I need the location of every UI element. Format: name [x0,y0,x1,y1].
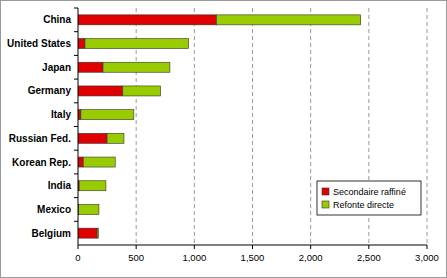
bar [78,157,83,167]
bar [78,86,123,96]
legend-label: Refonte directe [333,200,394,210]
legend-box [317,181,421,215]
category-tick [74,79,78,80]
tick-label: 1,000 [182,252,206,263]
category-label: Italy [51,109,71,120]
tick-mark [78,245,79,249]
bar [79,204,99,214]
legend-label: Secondaire raffiné [333,187,406,197]
category-tick [74,31,78,32]
category-label: India [48,180,72,191]
category-label: Mexico [37,204,71,215]
bar [81,110,134,120]
bar [78,15,216,25]
category-tick [74,197,78,198]
category-label: Germany [28,85,72,96]
tick-label: 0 [75,252,80,263]
tick-mark [136,245,137,249]
x-axis [78,245,427,246]
tick-label: 500 [128,252,144,263]
legend: Secondaire raffiné Refonte directe [317,181,421,215]
category-tick [74,126,78,127]
category-tick [74,8,78,9]
category-tick [74,102,78,103]
grid-line [194,8,195,245]
chart-border [1,1,447,278]
legend-swatch [322,188,329,195]
bar [78,228,97,238]
legend-swatch [322,201,329,208]
category-tick [74,173,78,174]
bar [78,62,103,72]
bar [103,62,170,72]
bar [78,133,107,143]
bar [97,228,98,238]
tick-label: 1,500 [241,252,265,263]
grid-line [252,8,253,245]
tick-mark [252,245,253,249]
tick-mark [310,245,311,249]
category-tick [74,150,78,151]
bar [79,181,106,191]
tick-mark [427,245,428,249]
bar [85,39,189,49]
bar [78,39,85,49]
category-label: Belgium [32,228,72,239]
category-label: China [43,14,71,25]
bar [123,86,161,96]
tick-mark [368,245,369,249]
tick-label: 2,500 [357,252,381,263]
bar [107,133,124,143]
chart: 0 500 1,000 1,500 2,000 2,500 3,000 China United… [0,0,447,278]
category-label: Korean Rep. [12,157,71,168]
tick-label: 2,000 [299,252,323,263]
tick-label: 3,000 [415,252,439,263]
category-label: Russian Fed. [9,133,71,144]
grid-line [427,8,428,245]
bar [216,15,360,25]
category-label: Japan [42,62,71,73]
category-label: United States [7,38,71,49]
grid-line [310,8,311,245]
bar [83,157,115,167]
tick-mark [194,245,195,249]
category-tick [74,55,78,56]
category-tick [74,221,78,222]
